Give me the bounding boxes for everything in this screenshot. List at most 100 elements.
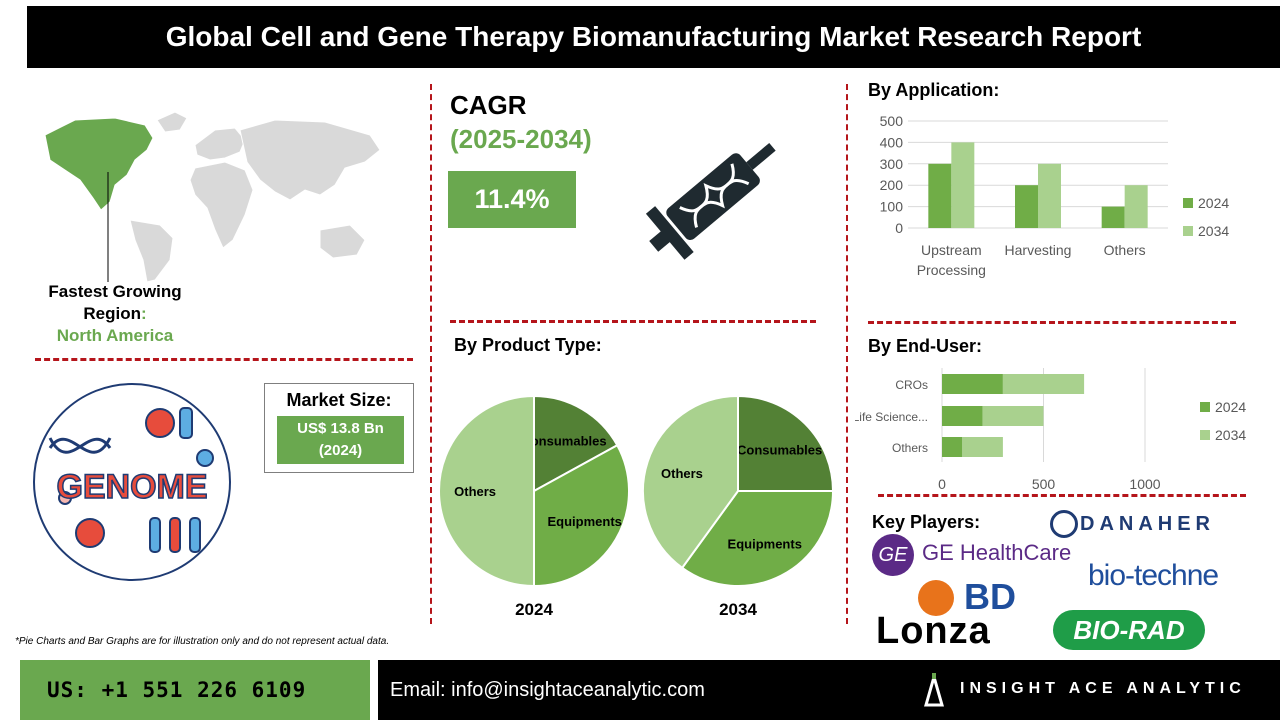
header-bar: Global Cell and Gene Therapy Biomanufact… bbox=[27, 6, 1280, 68]
market-size-title: Market Size: bbox=[286, 390, 392, 410]
genome-illustration: GENOME bbox=[33, 383, 231, 581]
application-bar-2024-harvesting bbox=[1015, 185, 1038, 228]
bd-logo-icon bbox=[918, 580, 954, 616]
pie-label-consumables: Consumables bbox=[521, 433, 606, 448]
market-size-box: Market Size: US$ 13.8 Bn (2024) bbox=[264, 383, 414, 473]
pie-2034: Consumables Equipments Others bbox=[642, 394, 835, 587]
application-legend-swatch bbox=[1183, 198, 1193, 208]
application-chart: 0 100 200 300 400 500 Upstream Processing Harve… bbox=[880, 113, 1230, 278]
other-continents bbox=[129, 111, 381, 283]
south-america bbox=[129, 219, 174, 283]
pie-2024: Consumables Equipments Others bbox=[438, 394, 630, 588]
end-user-legend-label: 2034 bbox=[1215, 427, 1246, 443]
divider-left bbox=[430, 84, 432, 624]
application-legend-label: 2024 bbox=[1198, 195, 1229, 211]
region-label: Fastest Growing Region: North America bbox=[20, 281, 210, 347]
pie-label-others: Others bbox=[454, 484, 496, 499]
footer-phone[interactable]: US: +1 551 226 6109 bbox=[47, 678, 307, 702]
ge-healthcare-logo: GE HealthCare bbox=[922, 540, 1072, 565]
end-user-bar-2034-life-science bbox=[982, 406, 1044, 426]
pie-2024-year: 2024 bbox=[515, 600, 553, 619]
end-user-y-tick-label: CROs bbox=[895, 378, 928, 392]
application-y-ticks: 0 100 200 300 400 500 bbox=[880, 113, 904, 236]
application-y-tick-label: 100 bbox=[880, 199, 904, 215]
divider-right bbox=[846, 84, 848, 624]
asia bbox=[239, 119, 381, 201]
world-map bbox=[44, 111, 381, 283]
lab-doodles bbox=[58, 407, 214, 553]
end-user-x-ticks: 0 500 1000 bbox=[938, 476, 1161, 492]
end-user-y-tick-label: Others bbox=[892, 441, 928, 455]
pie-slice-consumables bbox=[533, 394, 619, 493]
lonza-logo: Lonza bbox=[876, 610, 991, 652]
end-user-y-tick-label: Life Science... bbox=[855, 410, 928, 424]
ge-healthcare-logo-icon: GE bbox=[872, 534, 914, 576]
application-y-tick-label: 400 bbox=[880, 134, 904, 150]
africa bbox=[189, 161, 254, 249]
pie-label-equipments: Equipments bbox=[728, 536, 802, 551]
end-user-legend-label: 2024 bbox=[1215, 399, 1246, 415]
pie-label-consumables: Consumables bbox=[737, 442, 822, 457]
application-bar-2034-others bbox=[1124, 185, 1148, 228]
insightace-logo-icon bbox=[924, 673, 944, 707]
biotechne-logo: bio-techne bbox=[1088, 559, 1219, 592]
cagr-value-box: 11.4% bbox=[448, 171, 576, 228]
application-bar-2034-harvesting bbox=[1038, 163, 1061, 228]
end-user-legend-swatch bbox=[1200, 430, 1210, 440]
divider-application bbox=[868, 321, 1236, 324]
market-size-value: US$ 13.8 Bn bbox=[297, 420, 384, 437]
biorad-logo: BIO-RAD bbox=[1053, 610, 1205, 650]
application-bars bbox=[928, 142, 1148, 228]
end-user-bar-2034-others bbox=[962, 437, 1003, 457]
end-user-x-tick-label: 1000 bbox=[1129, 476, 1160, 492]
dna-helix-icon bbox=[48, 437, 112, 454]
divider-cagr bbox=[450, 320, 816, 323]
application-y-tick-label: 200 bbox=[880, 177, 904, 193]
cagr-period: (2025-2034) bbox=[450, 124, 592, 154]
application-bar-2024-upstream-processing bbox=[928, 163, 952, 228]
end-user-bar-2024-cros bbox=[942, 374, 1003, 394]
end-user-x-tick-label: 0 bbox=[938, 476, 946, 492]
cagr-title: CAGR bbox=[450, 90, 527, 120]
pie-2034-year: 2034 bbox=[719, 600, 757, 619]
footer-phone-box: US: +1 551 226 6109 bbox=[20, 660, 370, 720]
region-label-line2: Region bbox=[83, 304, 141, 323]
biorad-logo-text: BIO-RAD bbox=[1073, 615, 1185, 645]
application-title: By Application: bbox=[868, 80, 1000, 100]
danaher-logo: DANAHER bbox=[1080, 513, 1215, 535]
danaher-logo-icon bbox=[1050, 510, 1078, 538]
footer-email[interactable]: Email: info@insightaceanalytic.com bbox=[390, 679, 705, 701]
footer-bar: Email: info@insightaceanalytic.com INSIG… bbox=[378, 660, 1280, 720]
application-x-tick-label: Others bbox=[1104, 242, 1146, 258]
divider-enduser bbox=[878, 494, 1246, 497]
application-y-tick-label: 500 bbox=[880, 113, 904, 129]
bd-logo: BD bbox=[964, 576, 1016, 617]
end-user-bar-2034-cros bbox=[1002, 374, 1085, 394]
application-legend-label: 2034 bbox=[1198, 223, 1229, 239]
application-x-ticks: Upstream Processing Harvesting Others bbox=[917, 242, 1146, 278]
end-user-bar-2024-life-science bbox=[942, 406, 983, 426]
end-user-x-tick-label: 500 bbox=[1032, 476, 1056, 492]
application-y-tick-label: 300 bbox=[880, 156, 904, 172]
divider-region bbox=[35, 358, 413, 361]
greenland bbox=[156, 111, 188, 133]
pie-label-equipments: Equipments bbox=[547, 514, 621, 529]
footnote: *Pie Charts and Bar Graphs are for illus… bbox=[15, 636, 390, 647]
application-bar-2034-upstream-processing bbox=[951, 142, 975, 228]
end-user-legend-swatch bbox=[1200, 402, 1210, 412]
end-user-bars bbox=[942, 374, 1085, 457]
market-size-value-box: US$ 13.8 Bn (2024) bbox=[277, 416, 404, 464]
europe bbox=[194, 127, 246, 161]
application-bar-2024-others bbox=[1101, 206, 1125, 228]
pie-slice-others bbox=[642, 394, 739, 570]
application-legend-swatch bbox=[1183, 226, 1193, 236]
application-y-tick-label: 0 bbox=[895, 220, 903, 236]
australia bbox=[319, 224, 366, 259]
pie-slice-consumables bbox=[737, 394, 835, 492]
end-user-bar-2024-others bbox=[942, 437, 963, 457]
end-user-legend: 2024 2034 bbox=[1200, 399, 1246, 443]
market-size-year: (2024) bbox=[318, 442, 363, 459]
product-type-title: By Product Type: bbox=[454, 335, 602, 355]
pie-slice-equipments bbox=[533, 443, 630, 588]
